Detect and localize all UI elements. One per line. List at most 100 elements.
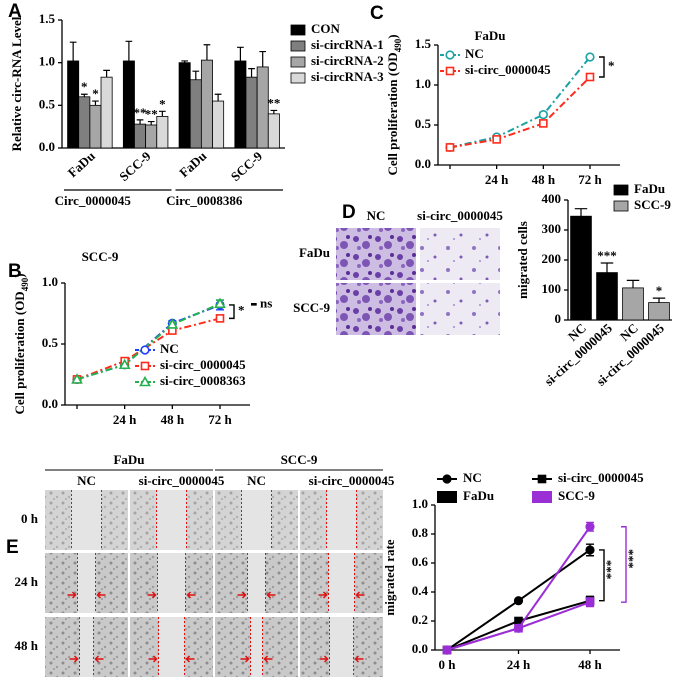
bar (89, 104, 102, 149)
legend-swatch (437, 491, 457, 503)
error-bar (203, 44, 211, 61)
significance-bracket (599, 56, 605, 78)
y-tick-label: 1.0 (415, 76, 431, 91)
error-bar (192, 70, 200, 80)
marker (537, 474, 547, 484)
scratch-gap (79, 617, 94, 677)
chart-title: FaDu (474, 28, 505, 43)
bar (178, 62, 191, 149)
x-tick-label: 72 h (208, 412, 232, 427)
marker (140, 361, 150, 371)
scratch-gap (157, 553, 186, 613)
significance-bracket (621, 526, 627, 603)
y-tick-label: 0 (555, 311, 562, 326)
x-tick-label: 48 h (578, 657, 602, 672)
arrow (186, 591, 196, 599)
marker (445, 143, 455, 152)
scratch-gap (77, 553, 96, 613)
panel-label: C (370, 3, 384, 24)
x-tick-label: 24 h (485, 172, 509, 187)
significance-label: * (608, 58, 615, 73)
y-tick-label: 0.5 (39, 96, 56, 111)
marker (513, 596, 524, 606)
significance-bracket (229, 304, 235, 320)
significance-label: ns (260, 295, 272, 310)
group-label: Circ_0000045 (55, 193, 132, 208)
bar (200, 59, 213, 149)
legend-label: FaDu (463, 488, 494, 503)
error-bar (92, 100, 99, 106)
arrow (96, 591, 106, 599)
bar (78, 96, 91, 149)
y-axis-label-part: Cell proliferation (OD (12, 291, 27, 414)
x-tick-label: 48 h (161, 412, 185, 427)
image-group-label: SCC-9 (281, 452, 318, 467)
image-group-label: FaDu (113, 452, 144, 467)
significance-bracket (251, 303, 257, 306)
arrow (355, 591, 365, 599)
marker (585, 597, 595, 607)
legend-swatch (290, 40, 306, 52)
x-tick-label: FaDu (176, 148, 209, 180)
y-tick-label: 1.0 (412, 496, 428, 511)
legend-label: NC (160, 341, 179, 356)
legend-swatch (532, 491, 552, 503)
arrow (69, 655, 79, 663)
marker (514, 623, 523, 633)
y-tick-label: 0.2 (412, 612, 428, 627)
error-bar (237, 46, 244, 61)
legend-label: CON (311, 21, 341, 36)
scratch-gap (241, 490, 272, 550)
marker (118, 358, 131, 370)
marker (214, 297, 226, 309)
legend-swatch (290, 72, 306, 84)
marker (585, 72, 595, 82)
y-axis-label: Cell proliferation (OD490) (385, 34, 403, 175)
chart-title: SCC-9 (82, 249, 119, 264)
marker (585, 52, 595, 62)
x-tick-label: 72 h (578, 172, 602, 187)
x-tick-label: FaDu (65, 148, 98, 180)
y-tick-label: 100 (542, 281, 562, 296)
marker (538, 109, 548, 120)
y-tick-label: 0.5 (42, 335, 59, 350)
y-tick-label: 300 (542, 221, 562, 236)
scratch-gap (158, 617, 185, 677)
legend-label: si-circ_0000045 (160, 357, 246, 372)
legend-label: FaDu (634, 181, 665, 196)
legend-label: si-circ_0000045 (465, 62, 551, 77)
micrograph (420, 283, 500, 335)
y-axis-label-part: 490 (20, 277, 30, 291)
scratch-gap (71, 490, 102, 550)
error-bar (159, 110, 166, 117)
arrow (185, 655, 195, 663)
significance-label: *** (603, 560, 618, 580)
error-bar (80, 93, 88, 97)
y-axis-label-part: Cell proliferation (OD (385, 52, 400, 175)
bar (212, 100, 225, 149)
scratch-gap (156, 490, 187, 550)
bar (596, 272, 618, 321)
bar (145, 124, 158, 149)
micrograph (336, 283, 416, 335)
bar (189, 79, 202, 149)
y-axis-label: Relative circ-RNA Level (9, 16, 24, 151)
panel-label: E (6, 537, 19, 558)
y-tick-label: 1.5 (415, 36, 432, 51)
arrow (237, 591, 247, 599)
arrow (319, 655, 329, 663)
x-tick-label: 24 h (507, 657, 531, 672)
significance-label: * (656, 283, 663, 298)
y-tick-label: 0.0 (415, 156, 431, 171)
y-tick-label: 200 (542, 251, 562, 266)
marker (585, 522, 595, 532)
bar (100, 76, 113, 149)
y-tick-label: 1.0 (42, 274, 58, 289)
legend-label: si-circRNA-2 (311, 53, 384, 68)
bar (648, 302, 670, 321)
y-tick-label: 400 (542, 191, 562, 206)
marker (166, 318, 179, 329)
legend-label: si-circRNA-1 (311, 37, 384, 52)
bar (134, 123, 147, 149)
image-column-label: si-circ_0000045 (309, 473, 395, 488)
